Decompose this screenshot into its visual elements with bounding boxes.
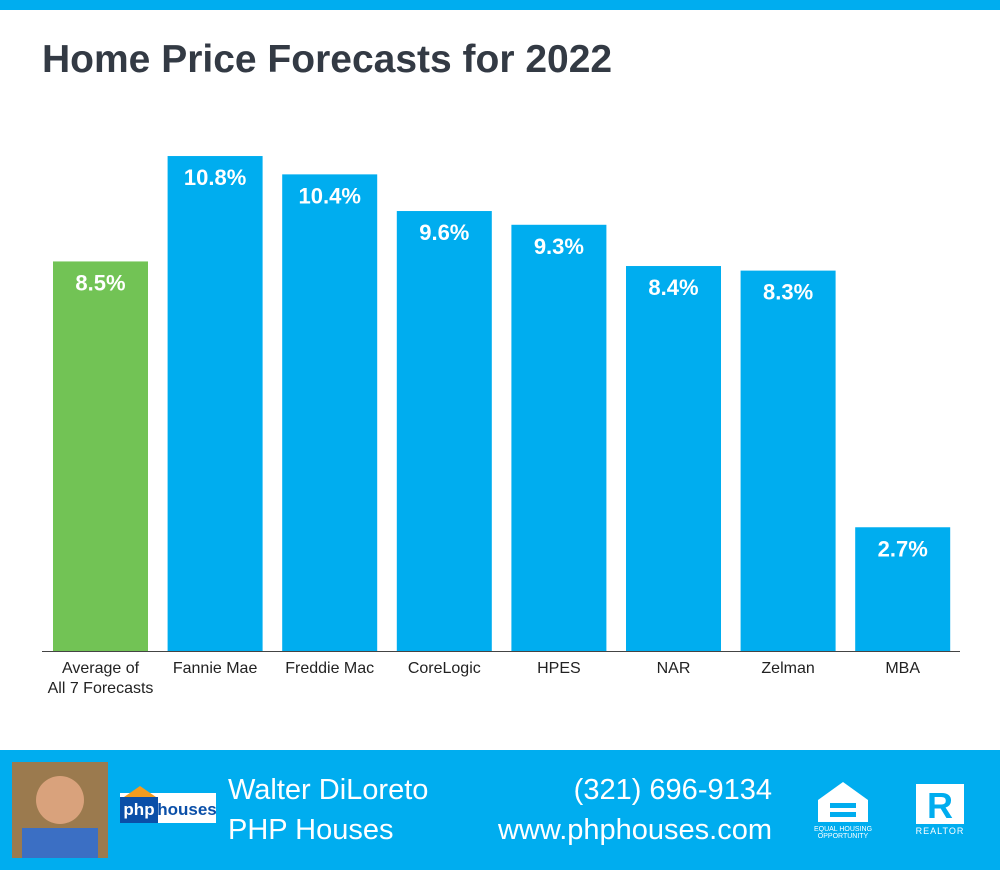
bar bbox=[511, 224, 607, 651]
eho-text: EQUAL HOUSING OPPORTUNITY bbox=[813, 826, 873, 840]
bar bbox=[855, 527, 951, 651]
phone[interactable]: (321) 696-9134 bbox=[573, 774, 772, 806]
bar bbox=[626, 266, 721, 651]
value-label: 8.5% bbox=[75, 270, 125, 295]
value-label: 10.8% bbox=[184, 165, 246, 190]
value-label: 9.6% bbox=[419, 220, 469, 245]
bar bbox=[740, 270, 836, 651]
bar bbox=[282, 174, 378, 652]
value-label: 2.7% bbox=[878, 536, 928, 561]
realtor-box bbox=[916, 784, 964, 824]
x-tick-label: Zelman bbox=[761, 660, 815, 677]
logo-roof bbox=[124, 786, 156, 797]
company-name: PHP Houses bbox=[228, 814, 394, 846]
x-tick-label: MBA bbox=[885, 660, 921, 677]
x-tick-label: HPES bbox=[537, 660, 581, 677]
eho-bar bbox=[830, 803, 856, 808]
agent-face bbox=[36, 776, 84, 824]
x-tick-label: CoreLogic bbox=[407, 660, 481, 677]
realtor-text: REALTOR bbox=[915, 826, 965, 836]
value-label: 8.3% bbox=[763, 280, 813, 305]
x-tick-label: Fannie Mae bbox=[172, 660, 258, 677]
bar bbox=[167, 156, 263, 651]
realtor-r: R bbox=[927, 785, 953, 826]
x-tick-label: Freddie Mac bbox=[285, 660, 375, 677]
website[interactable]: www.phphouses.com bbox=[497, 814, 772, 846]
eho-bar bbox=[830, 812, 856, 817]
bar bbox=[53, 261, 148, 651]
logo-php: php bbox=[123, 800, 154, 819]
logo-php-bg bbox=[120, 797, 158, 823]
value-label: 9.3% bbox=[534, 234, 584, 259]
x-tick-label: NAR bbox=[656, 660, 691, 677]
agent-shirt bbox=[22, 828, 98, 858]
value-label: 8.4% bbox=[648, 275, 698, 300]
x-tick-label: Average of All 7 Forecasts bbox=[47, 660, 154, 697]
logo-houses: houses bbox=[157, 800, 217, 819]
value-label: 10.4% bbox=[299, 183, 361, 208]
agent-name: Walter DiLoreto bbox=[228, 774, 429, 806]
chart-title: Home Price Forecasts for 2022 bbox=[42, 38, 612, 81]
top-stripe bbox=[0, 0, 1000, 10]
bar bbox=[396, 211, 492, 652]
